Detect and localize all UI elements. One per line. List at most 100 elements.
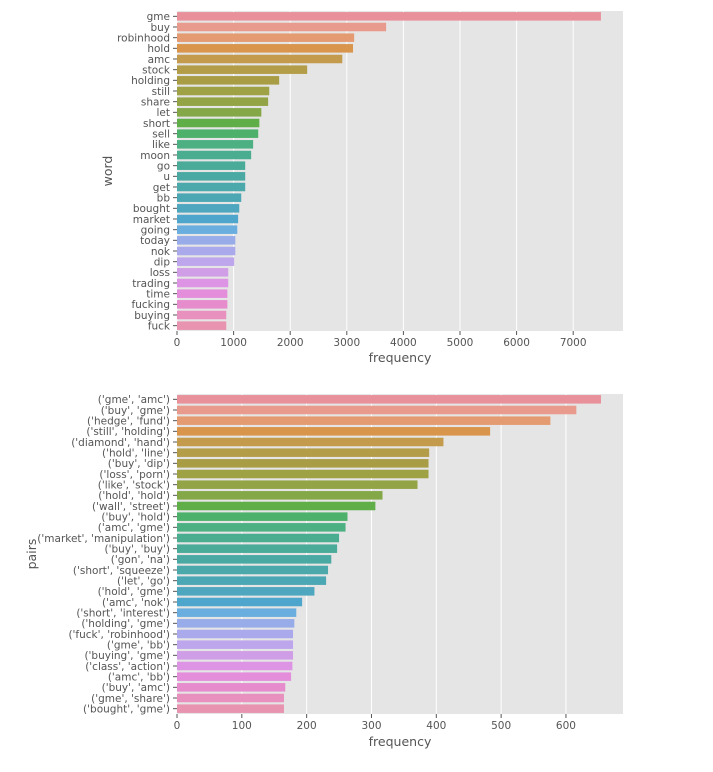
- y-tick-label: ('short', 'squeeze'): [73, 565, 170, 577]
- x-tick-label: 100: [232, 720, 252, 732]
- y-tick-label: ('hold', 'line'): [102, 447, 170, 459]
- bar: [177, 321, 227, 330]
- y-tick-label: ('fuck', 'robinhood'): [68, 629, 170, 641]
- bar: [177, 108, 262, 117]
- bar: [177, 587, 315, 596]
- y-tick-label: ('gon', 'na'): [111, 554, 170, 566]
- bar: [177, 661, 293, 671]
- x-tick-label: 4000: [390, 337, 417, 349]
- y-tick-label: amc: [148, 54, 171, 66]
- x-tick-label: 1000: [220, 337, 247, 349]
- pair-frequency-chart: 0 100 200 300 400 500 600('gme', 'amc')('buy',…: [24, 394, 623, 749]
- y-tick-label: loss: [150, 267, 170, 279]
- y-tick-label: short: [143, 118, 170, 130]
- bar: [177, 512, 348, 521]
- y-tick-label: share: [141, 96, 170, 108]
- y-tick-label: ('class', 'action'): [85, 661, 170, 673]
- bar: [177, 97, 269, 106]
- bar: [177, 469, 429, 479]
- y-tick-label: still: [152, 86, 170, 98]
- y-tick-label: time: [146, 288, 170, 300]
- bar: [177, 225, 238, 234]
- y-tick-label: ('gme', 'bb'): [107, 639, 170, 651]
- x-tick-label: 0: [174, 720, 181, 732]
- x-tick-label: 300: [361, 720, 381, 732]
- bar: [177, 172, 246, 181]
- x-tick-label: 7000: [560, 337, 587, 349]
- word-frequency-chart: 0 1000 2000 3000 4000 5000 6000 7000 gmebuyrobin…: [100, 11, 623, 365]
- y-tick-label: hold: [147, 43, 170, 55]
- bar: [177, 555, 332, 564]
- bar: [177, 544, 338, 553]
- y-tick-label: trading: [132, 278, 170, 290]
- y-tick-label: ('buy', 'dip'): [108, 458, 170, 470]
- y-tick-label: ('amc', 'bb'): [108, 671, 170, 683]
- y-tick-label: ('buy', 'gme'): [101, 405, 170, 417]
- y-tick-label: fucking: [132, 299, 170, 311]
- bar: [177, 459, 429, 468]
- x-tick-label: 600: [556, 720, 576, 732]
- y-tick-label: ('like', 'stock'): [98, 479, 170, 491]
- bar: [177, 704, 284, 713]
- y-axis-label: pairs: [24, 539, 39, 570]
- bar: [177, 193, 242, 202]
- y-tick-label: ('let', 'go'): [117, 575, 170, 587]
- bar: [177, 651, 294, 660]
- bar: [177, 140, 254, 149]
- y-tick-label: ('hold', 'gme'): [98, 586, 170, 598]
- bar: [177, 33, 355, 42]
- bar: [177, 214, 239, 224]
- y-tick-label: ('market', 'manipulation'): [37, 533, 170, 545]
- bar: [177, 672, 292, 681]
- y-tick-label: like: [152, 139, 170, 151]
- x-tick-label: 6000: [503, 337, 530, 349]
- bar: [177, 683, 286, 692]
- bar: [177, 597, 303, 607]
- bar: [177, 22, 387, 32]
- y-tick-label: buy: [150, 22, 170, 34]
- y-tick-label: ('holding', 'gme'): [81, 618, 170, 630]
- bar: [177, 619, 295, 628]
- y-tick-label: moon: [140, 150, 170, 162]
- bar: [177, 416, 551, 425]
- bar: [177, 576, 327, 585]
- bar: [177, 448, 430, 457]
- y-tick-label: ('hold', 'hold'): [98, 490, 170, 502]
- y-tick-label: ('amc', 'nok'): [102, 597, 170, 609]
- bar: [177, 268, 229, 277]
- bar: [177, 523, 346, 532]
- y-tick-label: let: [157, 107, 171, 119]
- y-tick-label: fuck: [148, 320, 171, 332]
- bar: [177, 693, 284, 703]
- y-tick-label: u: [163, 171, 170, 183]
- y-tick-label: stock: [142, 64, 171, 76]
- bar: [177, 640, 294, 649]
- y-tick-label: ('buying', 'gme'): [84, 650, 170, 662]
- bar: [177, 491, 383, 500]
- y-tick-label: gme: [147, 11, 170, 23]
- y-axis-label: word: [100, 156, 115, 187]
- x-tick-label: 5000: [447, 337, 474, 349]
- y-tick-label: ('diamond', 'hand'): [71, 437, 170, 449]
- y-tick-label: ('loss', 'porn'): [99, 469, 170, 481]
- plot-background: [177, 394, 623, 714]
- bar: [177, 12, 601, 21]
- bar: [177, 395, 601, 404]
- x-tick-label: 200: [297, 720, 317, 732]
- y-tick-label: market: [133, 214, 170, 226]
- bar: [177, 480, 418, 489]
- y-tick-label: ('gme', 'share'): [91, 693, 170, 705]
- bar: [177, 161, 246, 170]
- y-tick-label: ('bought', 'gme'): [83, 703, 170, 715]
- x-axis-label: frequency: [369, 350, 432, 365]
- bar: [177, 278, 229, 288]
- bar: [177, 310, 227, 320]
- y-tick-label: ('short', 'interest'): [76, 607, 170, 619]
- bar: [177, 427, 491, 436]
- bar: [177, 246, 236, 256]
- y-tick-label: ('still', 'holding'): [86, 426, 170, 438]
- y-tick-label: going: [141, 224, 170, 236]
- bar: [177, 629, 294, 639]
- x-tick-label: 400: [426, 720, 446, 732]
